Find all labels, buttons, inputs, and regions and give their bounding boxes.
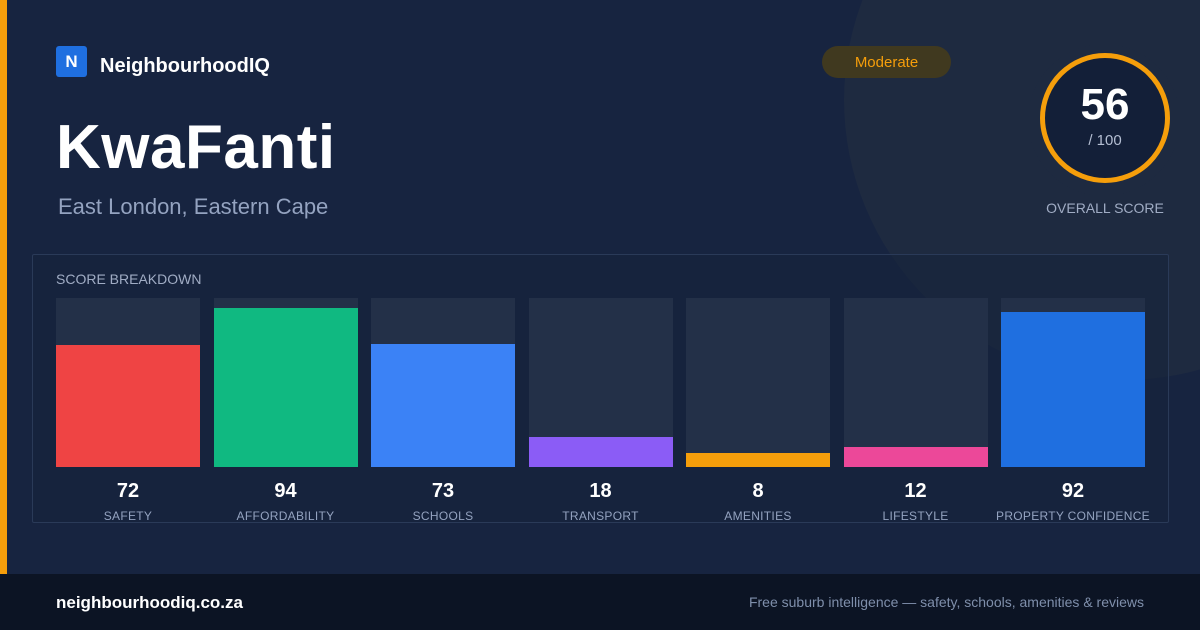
bar-label-safety: SAFETY xyxy=(103,509,153,523)
footer-tagline: Free suburb intelligence — safety, schoo… xyxy=(748,594,1144,610)
bar-label-affordability: AFFORDABILITY xyxy=(236,509,335,523)
logo-letter: N xyxy=(65,51,78,71)
bar-affordability xyxy=(213,308,358,467)
bar-track-lifestyle xyxy=(843,298,988,467)
bar-value-amenities: 8 xyxy=(752,480,764,502)
bar-track-safety xyxy=(56,298,200,467)
bar-label-transport: TRANSPORT xyxy=(562,509,639,523)
overall-score-value: 56 xyxy=(1080,80,1130,129)
bar-label-lifestyle: LIFESTYLE xyxy=(882,509,949,523)
bar-label-amenities: AMENITIES xyxy=(724,509,792,523)
bar-value-lifestyle: 12 xyxy=(904,480,927,502)
overall-score-max: / 100 xyxy=(1088,132,1122,149)
suburb-title: KwaFanti xyxy=(56,113,336,182)
bar-value-transport: 18 xyxy=(589,480,612,502)
bar-label-property-confidence: PROPERTY CONFIDENCE xyxy=(996,509,1150,523)
footer xyxy=(0,574,1200,630)
bar-track-property-confidence xyxy=(1001,298,1145,467)
bar-transport xyxy=(528,436,673,467)
bar-amenities xyxy=(686,453,830,467)
suburb-location: East London, Eastern Cape xyxy=(58,194,329,219)
score-breakdown-heading: SCORE BREAKDOWN xyxy=(56,271,202,287)
bar-track-affordability xyxy=(213,298,358,467)
footer-domain: neighbourhoodiq.co.za xyxy=(56,593,243,612)
bar-track-schools xyxy=(371,298,515,467)
bar-track-transport xyxy=(528,298,673,467)
bar-schools xyxy=(371,343,515,467)
bar-value-affordability: 94 xyxy=(274,480,297,502)
accent-bar xyxy=(0,0,7,574)
bar-safety xyxy=(56,345,200,467)
overall-score-ring xyxy=(1040,53,1170,183)
bar-value-schools: 73 xyxy=(431,480,455,502)
bar-track-amenities xyxy=(686,298,830,467)
brand-logo-icon: N xyxy=(56,46,87,77)
share-card: N NeighbourhoodIQ KwaFanti East London, … xyxy=(0,0,1170,574)
bar-label-schools: SCHOOLS xyxy=(412,509,474,523)
bar-property-confidence xyxy=(1001,311,1145,467)
bar-lifestyle xyxy=(843,446,988,467)
overall-score-caption: OVERALL SCORE xyxy=(1046,200,1164,216)
bar-value-property-confidence: 92 xyxy=(1061,480,1085,502)
score-breakdown-chart: 72 SAFETY 94 AFFORDABILITY 73 SCHOOLS 18 TRANSP… xyxy=(56,298,1150,523)
bar-value-safety: 72 xyxy=(116,480,140,502)
brand-name: NeighbourhoodIQ xyxy=(100,55,270,77)
rating-badge: Moderate xyxy=(822,46,951,78)
